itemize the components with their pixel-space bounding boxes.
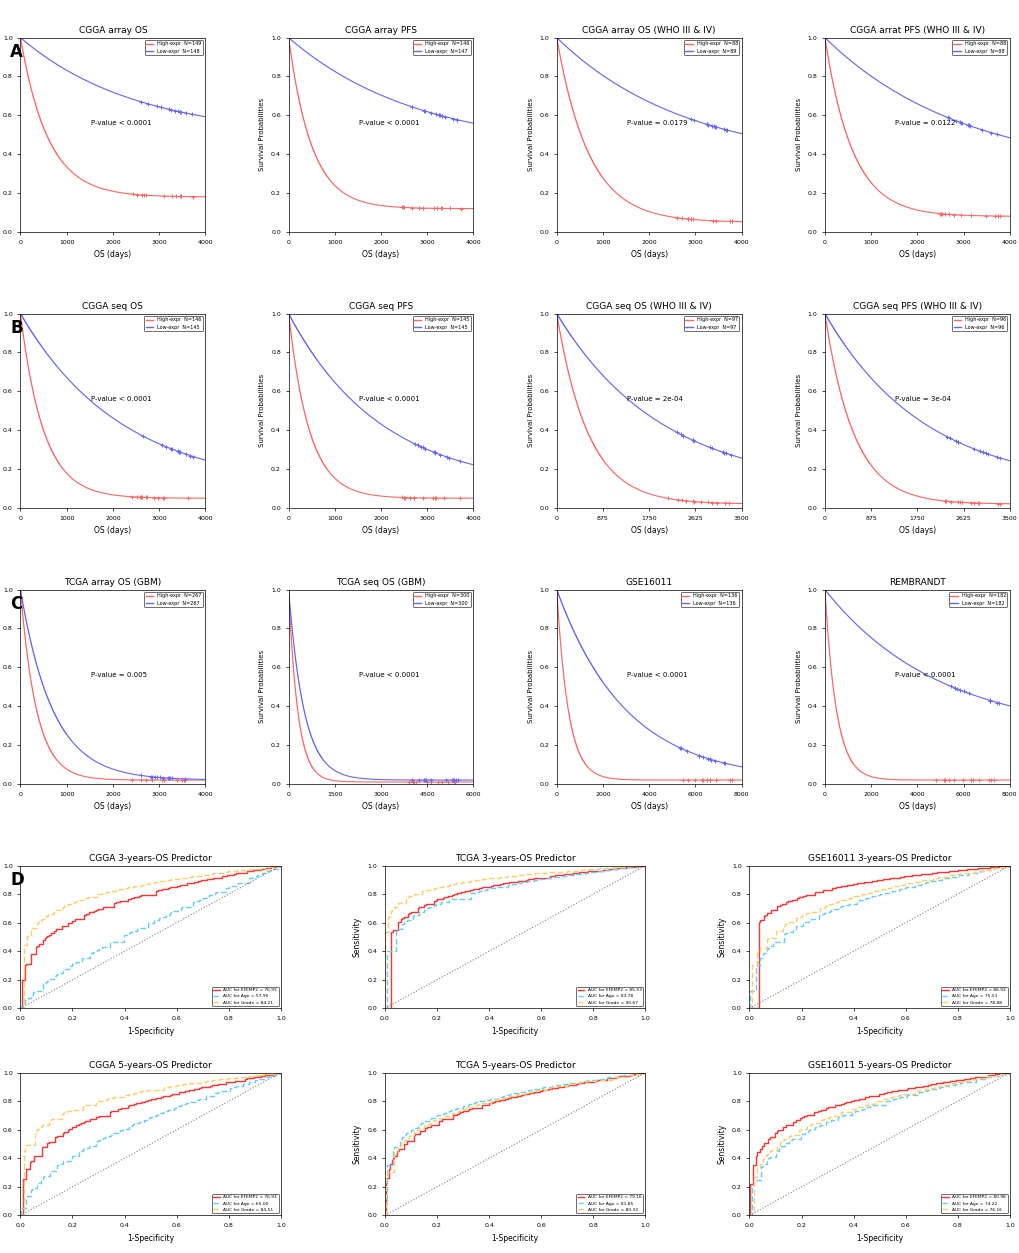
Text: P-value < 0.0001: P-value < 0.0001: [91, 120, 151, 127]
Legend: High-expr  N=145, Low-expr  N=145: High-expr N=145, Low-expr N=145: [412, 316, 471, 331]
Legend: High-expr  N=96, Low-expr  N=96: High-expr N=96, Low-expr N=96: [951, 316, 1007, 331]
Y-axis label: Survival Probabilities: Survival Probabilities: [259, 375, 265, 447]
Y-axis label: Sensitivity: Sensitivity: [353, 917, 362, 957]
Legend: High-expr  N=88, Low-expr  N=88: High-expr N=88, Low-expr N=88: [951, 40, 1007, 55]
X-axis label: 1-Specificity: 1-Specificity: [127, 1026, 174, 1035]
Y-axis label: Survival Probabilities: Survival Probabilities: [527, 98, 533, 172]
Title: TCGA 5-years-OS Predictor: TCGA 5-years-OS Predictor: [454, 1061, 575, 1070]
X-axis label: OS (days): OS (days): [898, 251, 935, 259]
Text: P-value = 3e-04: P-value = 3e-04: [895, 396, 950, 402]
Y-axis label: Survival Probabilities: Survival Probabilities: [795, 650, 801, 723]
Y-axis label: Survival Probabilities: Survival Probabilities: [527, 375, 533, 447]
X-axis label: 1-Specificity: 1-Specificity: [491, 1234, 538, 1243]
X-axis label: OS (days): OS (days): [898, 802, 935, 811]
Legend: AUC for EFEMP2 = 79.16, AUC for Age = 81.85, AUC for Grade = 80.33: AUC for EFEMP2 = 79.16, AUC for Age = 81…: [576, 1194, 642, 1213]
Title: CGGA 5-years-OS Predictor: CGGA 5-years-OS Predictor: [89, 1061, 212, 1070]
Text: P-value = 0.0122: P-value = 0.0122: [895, 120, 955, 127]
Y-axis label: Sensitivity: Sensitivity: [716, 1124, 726, 1164]
Legend: AUC for EFEMP2 = 86.92, AUC for Age = 75.51, AUC for Grade = 78.88: AUC for EFEMP2 = 86.92, AUC for Age = 75…: [940, 986, 1007, 1006]
Title: CGGA array PFS: CGGA array PFS: [344, 26, 417, 35]
Legend: AUC for EFEMP2 = 85.53, AUC for Age = 83.78, AUC for Grade = 90.67: AUC for EFEMP2 = 85.53, AUC for Age = 83…: [576, 986, 642, 1006]
Text: P-value < 0.0001: P-value < 0.0001: [91, 396, 151, 402]
Legend: High-expr  N=136, Low-expr  N=136: High-expr N=136, Low-expr N=136: [680, 591, 739, 608]
Legend: High-expr  N=146, Low-expr  N=145: High-expr N=146, Low-expr N=145: [145, 316, 203, 331]
Legend: High-expr  N=267, Low-expr  N=267: High-expr N=267, Low-expr N=267: [145, 591, 203, 608]
Title: GSE16011: GSE16011: [625, 579, 673, 588]
Legend: High-expr  N=146, Low-expr  N=147: High-expr N=146, Low-expr N=147: [412, 40, 471, 55]
Y-axis label: Survival Probabilities: Survival Probabilities: [259, 650, 265, 723]
X-axis label: OS (days): OS (days): [898, 526, 935, 535]
Y-axis label: Sensitivity: Sensitivity: [716, 917, 726, 957]
Legend: High-expr  N=182, Low-expr  N=182: High-expr N=182, Low-expr N=182: [948, 591, 1007, 608]
Title: CGGA array OS: CGGA array OS: [78, 26, 147, 35]
Text: P-value < 0.0001: P-value < 0.0001: [895, 672, 955, 678]
X-axis label: 1-Specificity: 1-Specificity: [127, 1234, 174, 1243]
X-axis label: OS (days): OS (days): [362, 802, 399, 811]
Title: TCGA seq OS (GBM): TCGA seq OS (GBM): [336, 579, 425, 588]
Text: C: C: [10, 595, 22, 613]
Legend: High-expr  N=300, Low-expr  N=300: High-expr N=300, Low-expr N=300: [412, 591, 471, 608]
Y-axis label: Survival Probabilities: Survival Probabilities: [527, 650, 533, 723]
Legend: High-expr  N=97, Low-expr  N=97: High-expr N=97, Low-expr N=97: [684, 316, 739, 331]
Title: CGGA 3-years-OS Predictor: CGGA 3-years-OS Predictor: [89, 855, 212, 863]
Title: CGGA arrat PFS (WHO III & IV): CGGA arrat PFS (WHO III & IV): [849, 26, 984, 35]
X-axis label: OS (days): OS (days): [630, 802, 667, 811]
Title: GSE16011 5-years-OS Predictor: GSE16011 5-years-OS Predictor: [807, 1061, 951, 1070]
Text: P-value = 0.0179: P-value = 0.0179: [627, 120, 687, 127]
X-axis label: OS (days): OS (days): [630, 526, 667, 535]
X-axis label: OS (days): OS (days): [630, 251, 667, 259]
Text: A: A: [10, 43, 23, 60]
X-axis label: OS (days): OS (days): [94, 802, 131, 811]
Title: CGGA seq PFS (WHO III & IV): CGGA seq PFS (WHO III & IV): [852, 302, 981, 312]
Text: P-value < 0.0001: P-value < 0.0001: [359, 396, 419, 402]
Legend: AUC for EFEMP2 = 76.93, AUC for Age = 65.00, AUC for Grade = 84.51: AUC for EFEMP2 = 76.93, AUC for Age = 65…: [212, 1194, 278, 1213]
Title: CGGA seq OS (WHO III & IV): CGGA seq OS (WHO III & IV): [586, 302, 711, 312]
Y-axis label: Survival Probabilities: Survival Probabilities: [795, 375, 801, 447]
Title: REMBRANDT: REMBRANDT: [889, 579, 945, 588]
Text: B: B: [10, 318, 22, 337]
X-axis label: 1-Specificity: 1-Specificity: [491, 1026, 538, 1035]
X-axis label: 1-Specificity: 1-Specificity: [855, 1026, 902, 1035]
Text: P-value < 0.0001: P-value < 0.0001: [627, 672, 687, 678]
Title: CGGA seq OS: CGGA seq OS: [83, 302, 143, 312]
Text: P-value < 0.0001: P-value < 0.0001: [359, 672, 419, 678]
Title: CGGA array OS (WHO III & IV): CGGA array OS (WHO III & IV): [582, 26, 715, 35]
X-axis label: OS (days): OS (days): [362, 251, 399, 259]
Legend: High-expr  N=149, Low-expr  N=148: High-expr N=149, Low-expr N=148: [145, 40, 203, 55]
Text: P-value = 0.005: P-value = 0.005: [91, 672, 147, 678]
X-axis label: OS (days): OS (days): [362, 526, 399, 535]
Legend: High-expr  N=88, Low-expr  N=89: High-expr N=88, Low-expr N=89: [683, 40, 739, 55]
Text: P-value < 0.0001: P-value < 0.0001: [359, 120, 419, 127]
X-axis label: 1-Specificity: 1-Specificity: [855, 1234, 902, 1243]
Title: TCGA 3-years-OS Predictor: TCGA 3-years-OS Predictor: [454, 855, 575, 863]
Text: P-value = 2e-04: P-value = 2e-04: [627, 396, 682, 402]
Title: GSE16011 3-years-OS Predictor: GSE16011 3-years-OS Predictor: [807, 855, 951, 863]
Y-axis label: Sensitivity: Sensitivity: [353, 1124, 362, 1164]
X-axis label: OS (days): OS (days): [94, 251, 131, 259]
Y-axis label: Survival Probabilities: Survival Probabilities: [795, 98, 801, 172]
Title: TCGA array OS (GBM): TCGA array OS (GBM): [64, 579, 161, 588]
Y-axis label: Survival Probabilities: Survival Probabilities: [259, 98, 265, 172]
X-axis label: OS (days): OS (days): [94, 526, 131, 535]
Title: CGGA seq PFS: CGGA seq PFS: [348, 302, 413, 312]
Legend: AUC for EFEMP2 = 80.98, AUC for Age = 74.22, AUC for Grade = 76.16: AUC for EFEMP2 = 80.98, AUC for Age = 74…: [940, 1194, 1007, 1213]
Text: D: D: [10, 871, 23, 888]
Legend: AUC for EFEMP2 = 76.93, AUC for Age = 57.95, AUC for Grade = 84.21: AUC for EFEMP2 = 76.93, AUC for Age = 57…: [212, 986, 278, 1006]
